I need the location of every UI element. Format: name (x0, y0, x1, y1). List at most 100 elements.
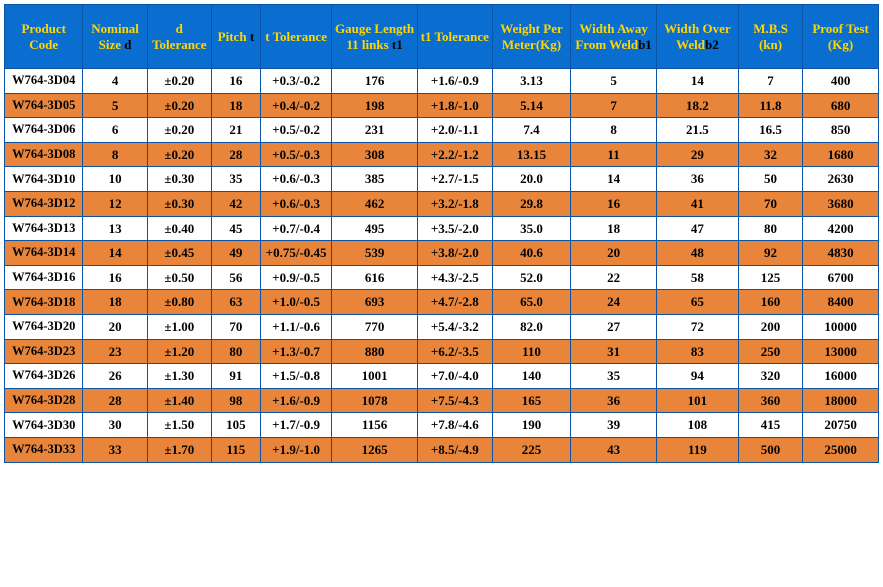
table-cell: 13.15 (492, 142, 570, 167)
table-cell: 462 (332, 191, 418, 216)
col-header-6: t1 Tolerance (417, 5, 492, 69)
table-cell: 110 (492, 339, 570, 364)
table-cell: 415 (738, 413, 802, 438)
table-cell: 4 (83, 69, 147, 94)
table-cell: 14 (571, 167, 657, 192)
table-cell: 7 (571, 93, 657, 118)
table-cell: 200 (738, 314, 802, 339)
table-cell: W764-3D20 (5, 314, 83, 339)
table-cell: 880 (332, 339, 418, 364)
table-cell: W764-3D14 (5, 241, 83, 266)
col-header-3: Pitch t (211, 5, 260, 69)
col-header-label: M.B.S (kn) (753, 21, 788, 52)
table-cell: 23 (83, 339, 147, 364)
table-cell: 225 (492, 437, 570, 462)
table-cell: 13 (83, 216, 147, 241)
table-cell: 80 (738, 216, 802, 241)
col-header-label: d Tolerance (152, 21, 206, 52)
col-header-label: Product Code (21, 21, 66, 52)
col-header-label: Proof Test (Kg) (812, 21, 868, 52)
table-cell: 250 (738, 339, 802, 364)
table-cell: 58 (656, 265, 738, 290)
table-cell: 539 (332, 241, 418, 266)
table-cell: 29.8 (492, 191, 570, 216)
table-cell: 7.4 (492, 118, 570, 143)
col-header-label: Pitch (218, 29, 250, 44)
table-cell: 5.14 (492, 93, 570, 118)
table-cell: 5 (571, 69, 657, 94)
table-cell: 500 (738, 437, 802, 462)
col-header-4: t Tolerance (260, 5, 331, 69)
table-cell: 11.8 (738, 93, 802, 118)
table-cell: 29 (656, 142, 738, 167)
table-cell: 1001 (332, 364, 418, 389)
table-cell: +0.3/-0.2 (260, 69, 331, 94)
table-cell: W764-3D10 (5, 167, 83, 192)
table-cell: 308 (332, 142, 418, 167)
table-cell: 26 (83, 364, 147, 389)
table-row: W764-3D1010±0.3035+0.6/-0.3385+2.7/-1.52… (5, 167, 879, 192)
table-cell: 105 (211, 413, 260, 438)
table-cell: 35.0 (492, 216, 570, 241)
table-cell: 50 (738, 167, 802, 192)
table-cell: W764-3D04 (5, 69, 83, 94)
table-cell: 5 (83, 93, 147, 118)
table-cell: 119 (656, 437, 738, 462)
table-cell: +4.7/-2.8 (417, 290, 492, 315)
col-header-label: Weight Per Meter(Kg) (500, 21, 562, 52)
table-cell: 45 (211, 216, 260, 241)
table-cell: 20 (571, 241, 657, 266)
table-cell: 28 (211, 142, 260, 167)
table-cell: 35 (571, 364, 657, 389)
table-cell: ±1.20 (147, 339, 211, 364)
table-cell: W764-3D05 (5, 93, 83, 118)
table-cell: +0.9/-0.5 (260, 265, 331, 290)
table-cell: 36 (571, 388, 657, 413)
table-cell: ±1.30 (147, 364, 211, 389)
table-cell: 165 (492, 388, 570, 413)
col-header-11: Proof Test (Kg) (803, 5, 879, 69)
table-cell: 25000 (803, 437, 879, 462)
table-cell: +5.4/-3.2 (417, 314, 492, 339)
table-cell: W764-3D30 (5, 413, 83, 438)
table-cell: 56 (211, 265, 260, 290)
table-cell: +1.3/-0.7 (260, 339, 331, 364)
table-body: W764-3D044±0.2016+0.3/-0.2176+1.6/-0.93.… (5, 69, 879, 463)
table-cell: 16000 (803, 364, 879, 389)
table-cell: +0.6/-0.3 (260, 191, 331, 216)
table-cell: +7.8/-4.6 (417, 413, 492, 438)
table-cell: ±1.40 (147, 388, 211, 413)
table-row: W764-3D2323±1.2080+1.3/-0.7880+6.2/-3.51… (5, 339, 879, 364)
table-cell: 18.2 (656, 93, 738, 118)
table-cell: 31 (571, 339, 657, 364)
table-cell: +1.0/-0.5 (260, 290, 331, 315)
col-header-0: Product Code (5, 5, 83, 69)
table-cell: 14 (656, 69, 738, 94)
table-cell: 125 (738, 265, 802, 290)
table-cell: 616 (332, 265, 418, 290)
table-cell: 1265 (332, 437, 418, 462)
col-header-label: Width Over Weld (664, 21, 731, 52)
table-cell: 14 (83, 241, 147, 266)
table-cell: +3.8/-2.0 (417, 241, 492, 266)
table-cell: +1.7/-0.9 (260, 413, 331, 438)
spec-table: Product CodeNominal Size dd TolerancePit… (4, 4, 879, 463)
table-cell: 43 (571, 437, 657, 462)
table-cell: W764-3D08 (5, 142, 83, 167)
table-cell: 18000 (803, 388, 879, 413)
table-cell: 28 (83, 388, 147, 413)
col-header-label: Width Away From Weld (575, 21, 647, 52)
table-cell: 108 (656, 413, 738, 438)
table-cell: ±0.45 (147, 241, 211, 266)
table-cell: 176 (332, 69, 418, 94)
col-header-9: Width Over Weldb2 (656, 5, 738, 69)
table-cell: +2.2/-1.2 (417, 142, 492, 167)
table-row: W764-3D2828±1.4098+1.6/-0.91078+7.5/-4.3… (5, 388, 879, 413)
table-cell: ±0.20 (147, 93, 211, 118)
col-header-sub: t1 (392, 37, 403, 52)
table-cell: 80 (211, 339, 260, 364)
table-row: W764-3D1414±0.4549+0.75/-0.45539+3.8/-2.… (5, 241, 879, 266)
table-cell: 22 (571, 265, 657, 290)
table-cell: +1.6/-0.9 (260, 388, 331, 413)
table-cell: ±0.30 (147, 191, 211, 216)
